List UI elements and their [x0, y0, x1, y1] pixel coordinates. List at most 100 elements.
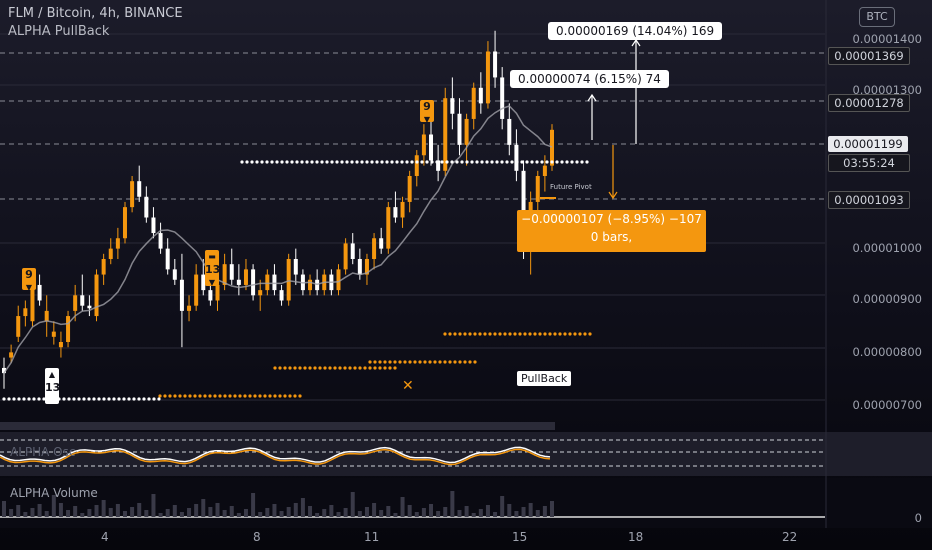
pivot-dot-orange — [238, 394, 242, 398]
pivot-dot-white — [435, 160, 439, 164]
candle-body — [308, 279, 313, 291]
volume-bar — [550, 501, 554, 517]
pivot-dot-white — [137, 397, 141, 401]
pivot-dot-orange — [528, 332, 532, 336]
pivot-dot-white — [42, 397, 46, 401]
pivot-dot-white — [460, 160, 464, 164]
pivot-dot-orange — [278, 366, 282, 370]
pivot-dot-orange — [543, 332, 547, 336]
pivot-dot-white — [365, 160, 369, 164]
pivot-dot-orange — [463, 332, 467, 336]
pivot-dot-orange — [253, 394, 257, 398]
pivot-dot-white — [107, 397, 111, 401]
volume-bar — [30, 508, 35, 517]
volume-bar — [44, 511, 49, 517]
price-highlight-1369: 0.00001369 — [828, 47, 910, 65]
pivot-dot-orange — [298, 366, 302, 370]
pivot-dot-white — [410, 160, 414, 164]
candle-body — [201, 274, 206, 291]
pivot-dot-orange — [588, 332, 592, 336]
pivot-dot-orange — [573, 332, 577, 336]
volume-bar — [51, 495, 56, 517]
pivot-dot-white — [520, 160, 524, 164]
pivot-dot-orange — [293, 394, 297, 398]
pivot-dot-orange — [428, 360, 432, 364]
volume-bar — [400, 497, 405, 517]
pivot-dot-orange — [538, 332, 542, 336]
pivot-dot-white — [490, 160, 494, 164]
pivot-dot-orange — [258, 394, 262, 398]
pivot-dot-white — [310, 160, 314, 164]
volume-bar — [379, 510, 384, 517]
price-tick: 0.00001000 — [852, 241, 922, 255]
candle-body — [400, 201, 405, 218]
symbol-title: FLM / Bitcoin, 4h, BINANCE — [8, 6, 183, 21]
volume-bar — [436, 511, 441, 517]
pivot-dot-white — [67, 397, 71, 401]
currency-badge[interactable]: BTC — [859, 7, 895, 27]
candle-body — [500, 77, 505, 119]
time-label: 8 — [253, 530, 261, 544]
volume-bar — [357, 511, 362, 517]
pivot-dot-orange — [328, 366, 332, 370]
pivot-dot-orange — [278, 394, 282, 398]
pivot-dot-orange — [318, 366, 322, 370]
candle-body — [115, 238, 120, 249]
pivot-dot-white — [82, 397, 86, 401]
pivot-dot-white — [72, 397, 76, 401]
pivot-dot-orange — [403, 360, 407, 364]
candle-body — [172, 269, 177, 280]
candle-body — [2, 367, 6, 374]
volume-bar — [215, 503, 220, 517]
pivot-dot-orange — [288, 366, 292, 370]
volume-bar — [122, 511, 127, 517]
pivot-dot-orange — [458, 332, 462, 336]
pivot-dot-white — [290, 160, 294, 164]
candle-body — [357, 259, 362, 275]
candle-body — [94, 274, 99, 317]
volume-bar — [500, 496, 505, 517]
pivot-dot-white — [375, 160, 379, 164]
pivot-dot-orange — [178, 394, 182, 398]
volume-bar — [471, 513, 476, 517]
price-tick: 0.00000800 — [852, 345, 922, 359]
volume-title: ALPHA Volume — [10, 486, 98, 500]
measure-down-box: −0.00000107 (−8.95%) −107 0 bars, — [517, 210, 706, 252]
pivot-dot-orange — [158, 394, 162, 398]
sequence-marker-9-right: 9 ▼ — [420, 100, 434, 124]
volume-bar — [315, 513, 320, 517]
volume-bar — [407, 505, 412, 517]
candle-body — [58, 342, 63, 348]
pivot-dot-orange — [323, 366, 327, 370]
pivot-dot-orange — [443, 332, 447, 336]
pivot-dot-orange — [483, 332, 487, 336]
volume-bar — [9, 509, 14, 517]
volume-bar — [414, 512, 419, 517]
pivot-dot-white — [260, 160, 264, 164]
time-label: 18 — [628, 530, 644, 544]
pivot-dot-orange — [248, 394, 252, 398]
pivot-dot-white — [12, 397, 16, 401]
volume-bar — [464, 506, 469, 517]
volume-bar — [535, 510, 540, 517]
pivot-dot-white — [87, 397, 91, 401]
pivot-dot-white — [500, 160, 504, 164]
pivot-dot-white — [480, 160, 484, 164]
pivot-dot-white — [585, 160, 589, 164]
moving-average-line — [3, 105, 553, 374]
candle-body — [485, 51, 490, 104]
pivot-dot-orange — [583, 332, 587, 336]
candle-body — [421, 134, 426, 156]
price-tick: 0.00001300 — [852, 83, 922, 97]
oscillator-line — [0, 446, 551, 464]
time-label: 11 — [364, 530, 380, 544]
pivot-dot-orange — [208, 394, 212, 398]
price-tick: 0.00001400 — [852, 32, 922, 46]
pivot-dot-white — [300, 160, 304, 164]
pivot-dot-white — [390, 160, 394, 164]
measure-up-far-label: 0.00000169 (14.04%) 169 — [548, 22, 723, 40]
pivot-dot-white — [430, 160, 434, 164]
volume-bar — [222, 510, 227, 517]
pivot-dot-white — [400, 160, 404, 164]
